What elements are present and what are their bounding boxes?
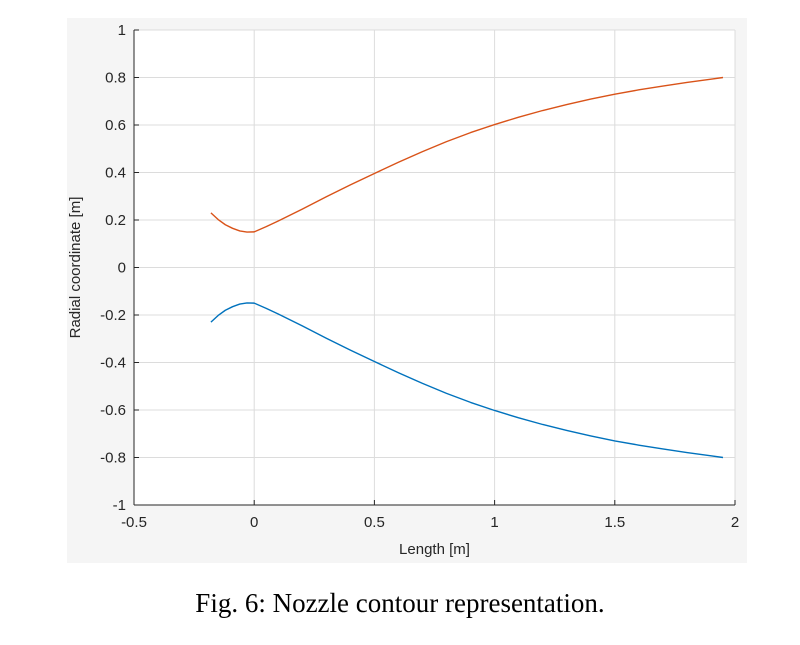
x-tick-label: 0 [250,514,258,531]
y-tick-label: -0.6 [100,402,126,419]
x-tick-label: 0.5 [364,514,385,531]
y-tick-label: 0 [118,260,126,277]
y-tick-label: -0.4 [100,355,126,372]
x-tick-label: 1.5 [604,514,625,531]
y-axis-label: Radial coordinate [m] [67,197,84,339]
axes [133,29,736,506]
figure-caption: Fig. 6: Nozzle contour representation. [195,588,605,618]
lower-contour-line [210,302,724,459]
y-tick-label: -0.2 [100,307,126,324]
y-tick-label: 0.6 [105,117,126,134]
y-tick-label: -1 [113,497,126,514]
data-series [210,76,724,459]
y-tick-label: 0.4 [105,165,126,182]
y-tick-label: 0.8 [105,70,126,87]
upper-contour-line [210,76,724,233]
nozzle-contour-chart: -0.5 0 0.5 1 1.5 2 -1 -0.8 -0.6 -0.4 -0.2 0 0.2 0.4 0.… [67,22,739,558]
x-axis-label: Length [m] [399,541,470,558]
tick-labels: -0.5 0 0.5 1 1.5 2 -1 -0.8 -0.6 -0.4 -0.2 0 0.2 0.4 0.… [100,22,739,531]
y-tick-label: 0.2 [105,212,126,229]
y-tick-label: -0.8 [100,450,126,467]
x-tick-label: 2 [731,514,739,531]
x-tick-label: -0.5 [121,514,147,531]
x-tick-label: 1 [490,514,498,531]
y-tick-label: 1 [118,22,126,39]
